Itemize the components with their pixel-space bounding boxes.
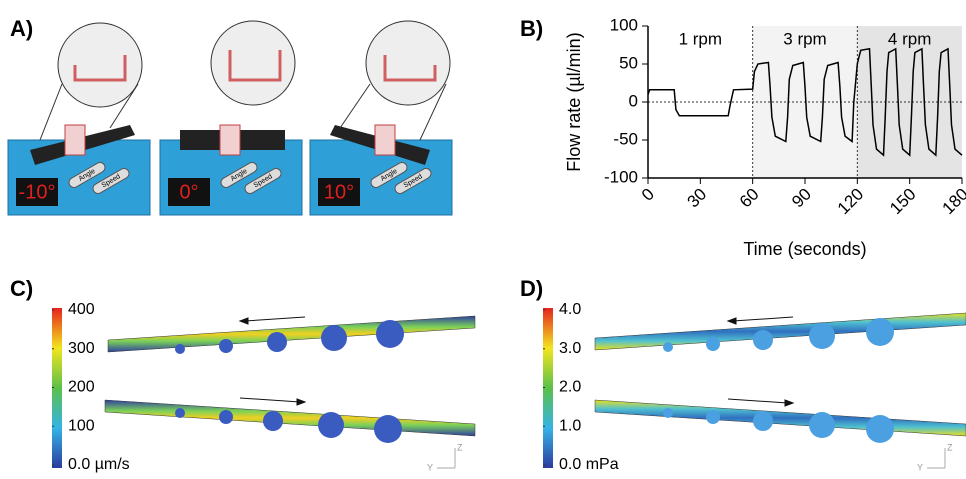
flow-chart: 1 rpm 3 rpm 4 rpm -100 -50 0 50 100 0 30 60 90 120 15… — [564, 15, 966, 258]
x-tick-label: 180 — [939, 185, 966, 218]
axis-label: Y — [917, 462, 923, 472]
colorbar-tick-label: 1.0 — [559, 417, 581, 434]
colorbar-tick-label: 0.0 µm/s — [68, 456, 130, 473]
region-label: 3 rpm — [783, 29, 826, 48]
axis-label: Z — [947, 442, 953, 452]
x-tick-label: 120 — [834, 185, 867, 218]
axis-label: Y — [427, 462, 433, 472]
axis-label: Z — [457, 442, 463, 452]
colorbar-tick-label: 100 — [68, 417, 95, 434]
y-tick-label: 50 — [619, 53, 638, 72]
colorbar-tick-label: 0.0 mPa — [559, 456, 619, 473]
region-label: 1 rpm — [679, 29, 722, 48]
y-axis-label: Flow rate (µl/min) — [564, 32, 584, 171]
angle-display: 0° — [179, 181, 198, 203]
angle-display: 10° — [324, 181, 354, 203]
simulation-images — [52, 308, 966, 468]
y-tick-label: 100 — [610, 15, 638, 34]
colorbar-tick-label: 300 — [68, 340, 95, 357]
x-tick-label: 60 — [736, 185, 763, 212]
y-tick-label: -50 — [613, 129, 638, 148]
x-axis-label: Time (seconds) — [743, 239, 866, 259]
colorbar-tick-label: 3.0 — [559, 340, 581, 357]
region-label: 4 rpm — [888, 29, 931, 48]
x-tick-label: 90 — [788, 185, 815, 212]
panel-label: A) — [10, 16, 33, 41]
colorbar-tick-label: 2.0 — [559, 379, 581, 396]
panel-label: B) — [520, 16, 543, 41]
y-tick-label: 0 — [629, 91, 638, 110]
x-tick-label: 0 — [638, 185, 658, 205]
x-tick-label: 30 — [684, 185, 711, 212]
figure: 1 rpm 3 rpm 4 rpm -100 -50 0 50 100 0 30 60 90 120 15… — [0, 0, 966, 479]
colorbar-tick-label: 200 — [68, 379, 95, 396]
y-tick-label: -100 — [604, 167, 638, 186]
panel-label: C) — [10, 276, 33, 301]
colorbar-tick-label: 400 — [68, 301, 95, 318]
angle-display: -10° — [19, 181, 56, 203]
colorbar-tick-label: 4.0 — [559, 301, 581, 318]
panel-label: D) — [520, 276, 543, 301]
x-tick-label: 150 — [886, 185, 919, 218]
